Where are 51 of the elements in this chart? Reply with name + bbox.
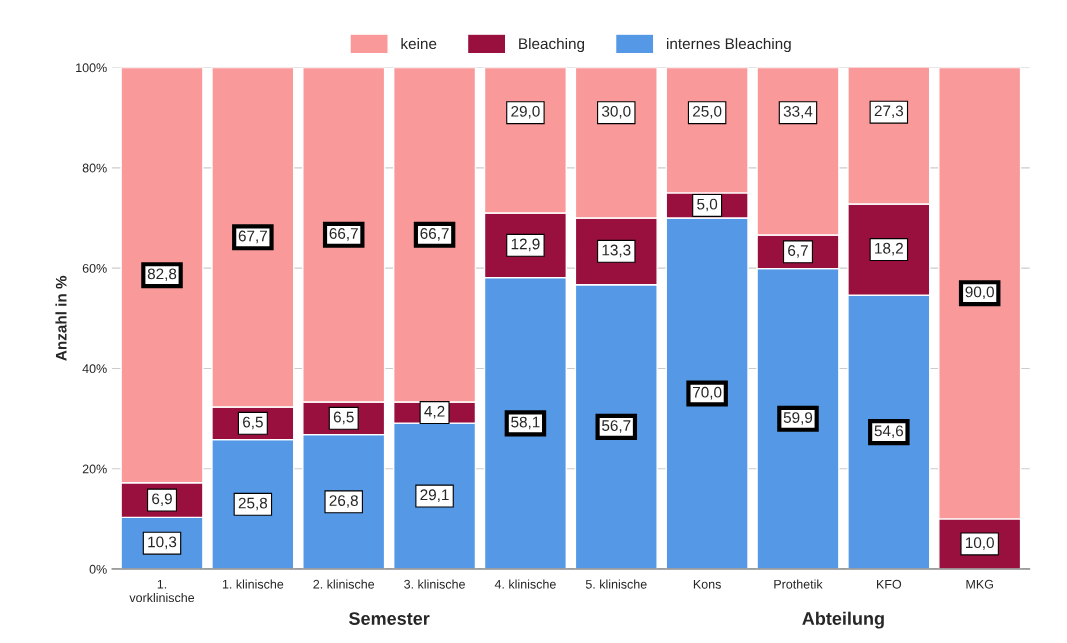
data-label: 30,0 [601,105,631,119]
data-label: 25,0 [693,105,722,119]
data-label: 10,0 [965,537,994,550]
data-label: 4,2 [424,405,445,419]
x-tick-label: Prothetik [774,579,823,589]
data-label: 29,1 [420,489,449,502]
data-label: 18,2 [875,242,903,256]
data-label: 6,5 [333,411,354,425]
data-label: 26,8 [329,495,358,508]
data-label: 33,4 [783,105,813,119]
data-label: 58,1 [511,416,540,430]
data-label: 5,0 [697,198,718,212]
data-label: 29,0 [511,105,540,119]
data-label: 27,3 [874,105,904,119]
y-tick-label: 0% [89,564,107,574]
x-tick-label: KFO [877,579,902,589]
data-label: 70,0 [693,386,722,400]
y-tick-label: 20% [82,464,107,474]
data-label: 12,9 [511,238,540,252]
x-tick-label: MKG [966,579,993,589]
y-tick-label: 80% [82,163,107,173]
data-label: 66,7 [329,228,358,241]
data-label: 67,7 [238,230,267,244]
y-tick-label: 100% [76,63,107,73]
x-tick-label: 1. vorklinische [129,579,195,603]
x-tick-label: 2. klinische [313,579,375,589]
data-label: 90,0 [965,286,994,300]
data-label: 82,8 [147,268,177,282]
data-label: 54,6 [874,425,904,439]
legend-label: Bleaching [519,37,585,53]
data-label: 56,7 [602,420,631,433]
legend-label: keine [401,37,437,50]
x-tick-label: Kons [693,579,721,589]
x-tick-label: 5. klinische [585,579,647,589]
data-label: 13,3 [602,244,631,258]
y-tick-label: 60% [82,263,107,273]
y-axis-title: Anzahl in % [55,275,67,361]
legend-label: internes Bleaching [667,37,791,53]
data-label: 25,8 [238,497,268,511]
data-label: 66,7 [420,228,449,241]
x-tick-label: 1. klinische [222,579,284,589]
y-tick-label: 40% [82,364,107,374]
text: Abteilung [802,611,884,629]
x-tick-label: 4. klinische [494,579,556,589]
text: Semester [349,612,430,625]
data-label: 59,9 [783,412,813,425]
data-label: 6,9 [152,493,172,506]
data-label: 10,3 [148,536,177,550]
data-label: 6,5 [243,416,263,430]
x-tick-label: 3. klinische [404,579,465,589]
data-label: 6,7 [788,245,808,258]
